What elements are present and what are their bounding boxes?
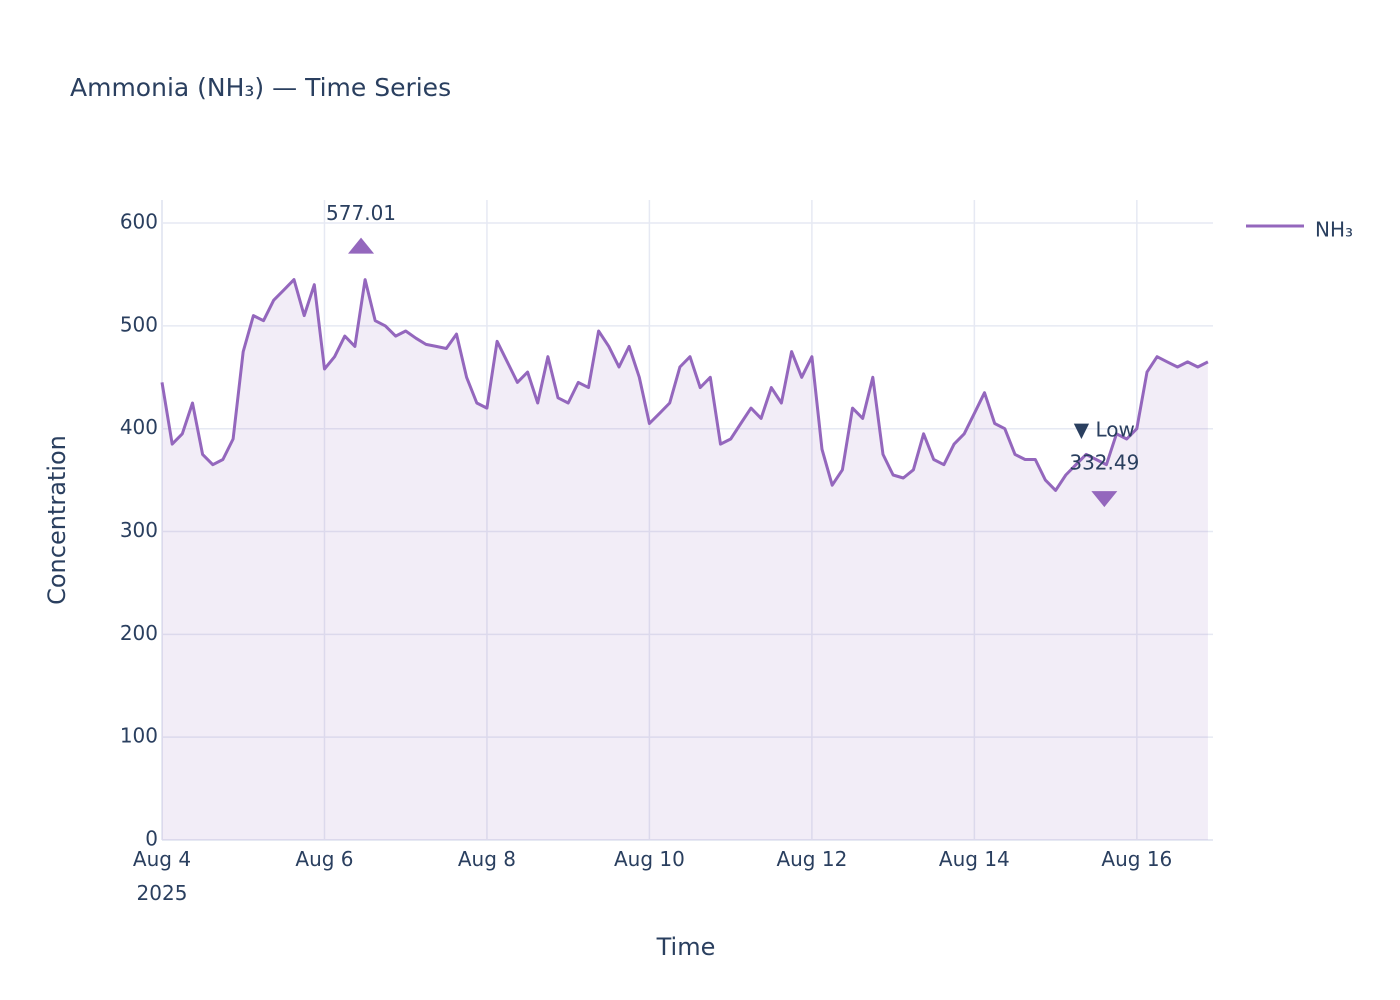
- y-tick-label: 300: [120, 518, 158, 542]
- y-tick-label: 200: [120, 621, 158, 645]
- annotation-marker: [1091, 491, 1118, 508]
- x-tick-label: Aug 4 2025: [133, 847, 191, 905]
- y-axis-title: Concentration: [43, 435, 71, 605]
- y-tick-label: 100: [120, 724, 158, 748]
- legend-label: NH₃: [1315, 218, 1353, 242]
- area: [162, 279, 1208, 841]
- x-tick-label: Aug 16: [1101, 847, 1172, 871]
- grid: [161, 200, 1213, 841]
- y-tick-label: 600: [120, 210, 158, 234]
- x-tick-label: Aug 10: [614, 847, 685, 871]
- line: [160, 278, 1209, 492]
- y-tick-label: 0: [145, 827, 158, 851]
- chart-title: Ammonia (NH₃) — Time Series: [70, 73, 451, 102]
- x-tick-label: Aug 6: [295, 847, 353, 871]
- x-axis-title: Time: [656, 933, 716, 961]
- y-tick-label: 500: [120, 312, 158, 336]
- x-tick-label: Aug 12: [776, 847, 847, 871]
- y-tick-label: 400: [120, 415, 158, 439]
- annotation-value: 332.49: [1069, 451, 1139, 475]
- annotation-label: ▼ Low: [1074, 418, 1135, 442]
- annotation-label: 577.01: [326, 201, 396, 225]
- x-tick-label: Aug 14: [939, 847, 1010, 871]
- annotation-marker: [348, 237, 375, 254]
- x-tick-label: Aug 8: [458, 847, 516, 871]
